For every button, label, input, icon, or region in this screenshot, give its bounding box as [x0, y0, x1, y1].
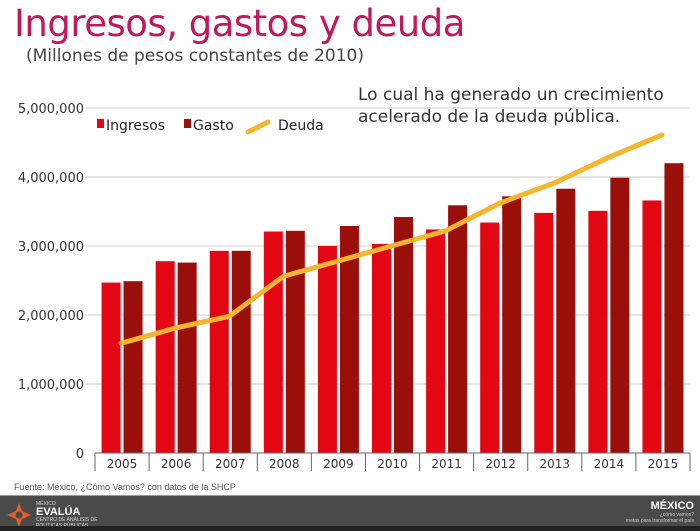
bar-gasto-2008: [285, 230, 305, 453]
line-deuda: [118, 132, 665, 346]
evalua-logo-name: EVALÚA: [36, 506, 81, 518]
y-tick-label: 5,000,000: [18, 102, 84, 117]
x-tick-label: 2007: [215, 457, 246, 471]
x-tick-label: 2012: [485, 457, 516, 471]
legend-label-ingresos: Ingresos: [106, 118, 165, 134]
bar-gasto-2012: [502, 196, 522, 453]
evalua-star-icon: [7, 503, 31, 527]
bar-ingresos-2010: [372, 243, 391, 453]
bar-gasto-2005: [123, 281, 143, 453]
y-tick-label: 1,000,000: [18, 378, 84, 393]
x-tick-label: 2005: [107, 457, 138, 471]
y-tick-label: 3,000,000: [18, 240, 84, 255]
annotation-text: Lo cual ha generado un crecimiento acele…: [358, 85, 664, 127]
bar-gasto-2011: [448, 205, 468, 453]
legend-swatch-ingresos: [97, 119, 104, 128]
footer-bar: MÉXICO EVALÚA CENTRO DE ANÁLISIS DE POLÍ…: [0, 495, 700, 531]
x-tick-label: 2009: [323, 457, 354, 471]
bar-gasto-2009: [339, 225, 359, 453]
x-tick-label: 2013: [539, 457, 570, 471]
chart: 0 1,000,000 2,000,000 3,000,000 4,000,000 5,0…: [18, 102, 691, 471]
bar-gasto-2014: [610, 177, 630, 453]
page-title: Ingresos, gastos y deuda: [14, 2, 465, 45]
bar-ingresos-2006: [155, 261, 175, 453]
bar-ingresos-2013: [534, 212, 554, 453]
legend-swatch-deuda: [245, 119, 271, 135]
y-tick-label: 2,000,000: [18, 309, 84, 324]
x-tick-label: 2011: [431, 457, 462, 471]
bar-gasto-2007: [231, 250, 251, 453]
mexico-como-vamos-logo: MÉXICO ¿cómo vamos? metas para transform…: [626, 500, 694, 524]
footer-strip: [0, 526, 700, 531]
bar-gasto-2010: [394, 217, 413, 453]
bar-ingresos-2012: [480, 222, 500, 453]
bar-gasto-2015: [664, 163, 684, 453]
bar-ingresos-2008: [263, 231, 283, 453]
mcv-logo-tagline: metas para transformar el país: [625, 518, 694, 524]
bar-ingresos-2009: [317, 246, 337, 453]
bar-ingresos-2014: [588, 210, 608, 453]
bar-ingresos-2005: [101, 282, 121, 453]
source-note: Fuente: México, ¿Cómo Vamos? con datos d…: [14, 482, 236, 492]
x-tick-label: 2010: [377, 457, 408, 471]
x-tick-label: 2015: [648, 457, 679, 471]
bar-gasto-2006: [177, 262, 197, 453]
page-subtitle: (Millones de pesos constantes de 2010): [26, 46, 364, 66]
mexico-evalua-logo: MÉXICO EVALÚA CENTRO DE ANÁLISIS DE POLÍ…: [6, 501, 106, 529]
y-tick-label: 0: [76, 447, 84, 462]
x-tick-label: 2014: [594, 457, 625, 471]
mcv-logo-name: MÉXICO: [650, 500, 694, 512]
bar-ingresos-2015: [642, 200, 662, 453]
y-tick-label: 4,000,000: [18, 171, 84, 186]
evalua-logo-top: MÉXICO: [36, 501, 56, 507]
mcv-logo-sub: ¿cómo vamos?: [659, 512, 694, 518]
bar-ingresos-2011: [426, 229, 446, 453]
legend-label-gasto: Gasto: [193, 118, 234, 134]
x-tick-label: 2008: [269, 457, 300, 471]
x-tick-label: 2006: [161, 457, 192, 471]
legend-swatch-gasto: [184, 119, 191, 128]
bar-gasto-2013: [556, 188, 576, 454]
bar-ingresos-2007: [209, 250, 229, 453]
legend-label-deuda: Deuda: [278, 118, 324, 134]
